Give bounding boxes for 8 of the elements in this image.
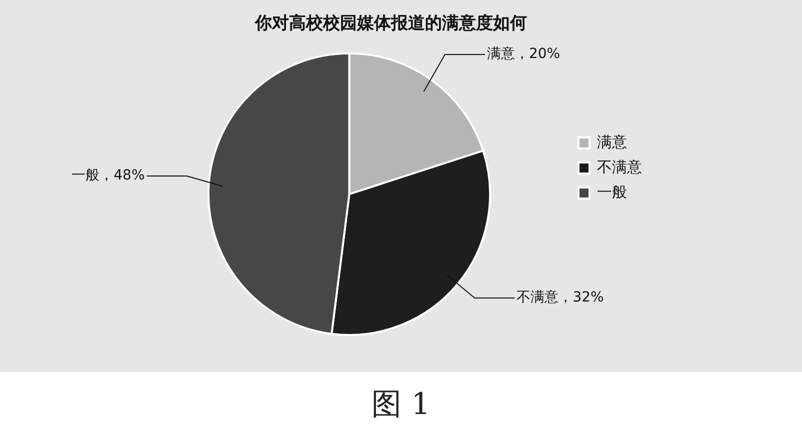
- legend-label: 不满意: [597, 159, 642, 176]
- legend-label: 满意: [597, 134, 627, 152]
- caption: 图 1: [370, 386, 432, 424]
- chart-title: 你对高校校园媒体报道的满意度如何: [254, 14, 527, 34]
- data-label: 不满意，32%: [516, 290, 604, 306]
- data-label: 一般，48%: [72, 168, 145, 184]
- legend-label: 一般: [597, 184, 627, 202]
- data-label: 满意，20%: [486, 46, 560, 62]
